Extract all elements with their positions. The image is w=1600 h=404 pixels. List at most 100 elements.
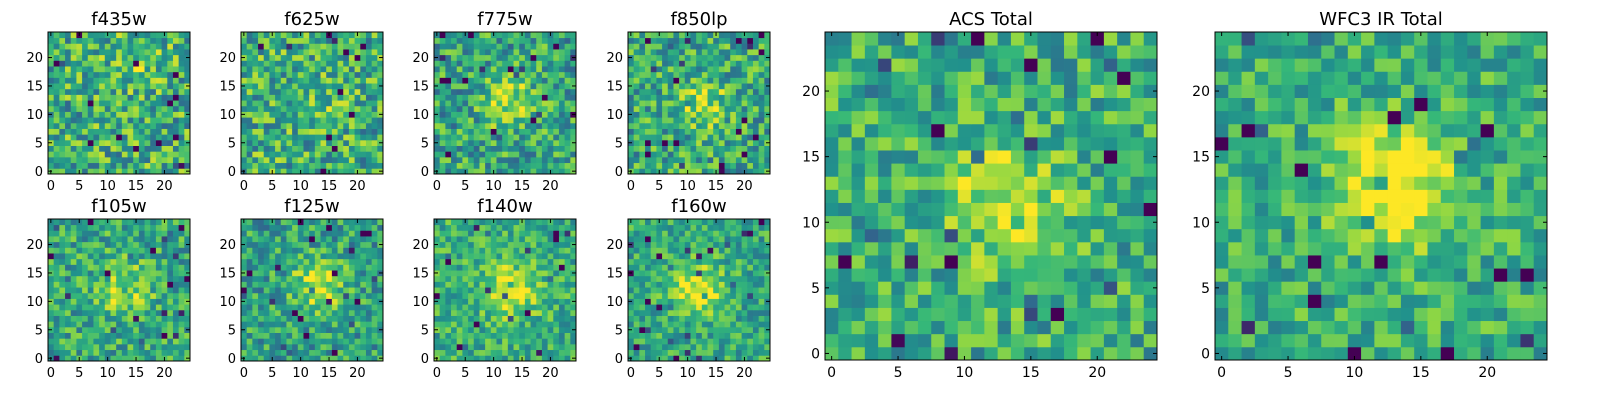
heatmap-cell xyxy=(656,38,662,44)
heatmap-cell xyxy=(366,151,372,157)
heatmap-cell xyxy=(133,225,139,231)
heatmap-cell xyxy=(309,355,315,361)
heatmap-cell xyxy=(292,321,298,327)
heatmap-cell xyxy=(133,310,139,316)
heatmap-cell xyxy=(702,100,708,106)
heatmap-cell xyxy=(59,316,65,322)
heatmap-cell xyxy=(565,89,571,95)
heatmap-cell xyxy=(673,157,679,163)
heatmap-cell xyxy=(105,60,111,66)
heatmap-cell xyxy=(764,146,770,152)
heatmap-cell xyxy=(332,355,338,361)
heatmap-cell xyxy=(48,276,54,282)
heatmap-cell xyxy=(286,276,292,282)
heatmap-cell xyxy=(645,129,651,135)
heatmap-cell xyxy=(184,146,190,152)
heatmap-cell xyxy=(247,264,253,270)
heatmap-cell xyxy=(349,55,355,61)
heatmap-cell xyxy=(332,276,338,282)
heatmap-cell xyxy=(514,157,520,163)
heatmap-cell xyxy=(366,333,372,339)
heatmap-cell xyxy=(372,270,378,276)
y-tick-label: 10 xyxy=(412,108,429,123)
x-tick-label: 20 xyxy=(542,366,559,381)
heatmap-cell xyxy=(759,355,765,361)
heatmap-cell xyxy=(133,299,139,305)
heatmap-cell xyxy=(321,55,327,61)
heatmap-cell xyxy=(349,117,355,123)
heatmap-cell xyxy=(645,276,651,282)
heatmap-cell xyxy=(468,350,474,356)
heatmap-cell xyxy=(110,321,116,327)
heatmap-cell xyxy=(553,242,559,248)
heatmap-cell xyxy=(628,129,634,135)
heatmap-cell xyxy=(656,140,662,146)
heatmap-cell xyxy=(54,89,60,95)
heatmap-cell xyxy=(298,106,304,112)
heatmap-cell xyxy=(258,316,264,322)
heatmap-cell xyxy=(673,66,679,72)
heatmap-cell xyxy=(309,38,315,44)
heatmap-cell xyxy=(292,247,298,253)
heatmap-cell xyxy=(377,94,383,100)
heatmap-cell xyxy=(150,259,156,265)
heatmap-cell xyxy=(54,310,60,316)
heatmap-cell xyxy=(565,117,571,123)
heatmap-cell xyxy=(145,49,151,55)
heatmap-cell xyxy=(184,253,190,259)
heatmap-cell xyxy=(645,316,651,322)
heatmap-cell xyxy=(258,112,264,118)
heatmap-cell xyxy=(145,117,151,123)
heatmap-cell xyxy=(82,134,88,140)
heatmap-cell xyxy=(156,242,162,248)
heatmap-cell xyxy=(99,242,105,248)
heatmap-cell xyxy=(326,264,332,270)
heatmap-cell xyxy=(82,60,88,66)
heatmap-cell xyxy=(645,94,651,100)
heatmap-cell xyxy=(315,310,321,316)
heatmap-cell xyxy=(445,43,451,49)
heatmap-cell xyxy=(525,247,531,253)
heatmap-cell xyxy=(133,60,139,66)
heatmap-cell xyxy=(150,112,156,118)
heatmap-cell xyxy=(93,321,99,327)
heatmap-cell xyxy=(764,129,770,135)
heatmap-cell xyxy=(440,350,446,356)
heatmap-cell xyxy=(275,32,281,38)
heatmap-cell xyxy=(440,66,446,72)
heatmap-cell xyxy=(110,72,116,78)
heatmap-cell xyxy=(736,281,742,287)
heatmap-cell xyxy=(275,344,281,350)
heatmap-cell xyxy=(321,100,327,106)
heatmap-cell xyxy=(343,230,349,236)
heatmap-cell xyxy=(105,321,111,327)
heatmap-cell xyxy=(252,60,258,66)
heatmap-cell xyxy=(71,333,77,339)
heatmap-cell xyxy=(122,338,128,344)
heatmap-cell xyxy=(445,293,451,299)
heatmap-cell xyxy=(298,123,304,129)
heatmap-cell xyxy=(519,123,525,129)
heatmap-cell xyxy=(457,89,463,95)
heatmap-cell xyxy=(525,293,531,299)
heatmap-cell xyxy=(139,168,145,174)
heatmap-cell xyxy=(179,350,185,356)
heatmap-cell xyxy=(690,276,696,282)
heatmap-cell xyxy=(315,264,321,270)
heatmap-cell xyxy=(719,168,725,174)
heatmap-cell xyxy=(133,236,139,242)
heatmap-cell xyxy=(514,321,520,327)
heatmap-cell xyxy=(184,287,190,293)
heatmap-cell xyxy=(303,247,309,253)
heatmap-cell xyxy=(156,151,162,157)
y-tick-label: 0 xyxy=(228,352,236,367)
heatmap-cell xyxy=(343,287,349,293)
heatmap-cell xyxy=(651,66,657,72)
heatmap-cell xyxy=(116,123,122,129)
heatmap-cell xyxy=(491,293,497,299)
heatmap-cell xyxy=(343,163,349,169)
heatmap-cell xyxy=(65,287,71,293)
heatmap-cell xyxy=(241,225,247,231)
heatmap-cell xyxy=(747,66,753,72)
heatmap-cell xyxy=(508,55,514,61)
